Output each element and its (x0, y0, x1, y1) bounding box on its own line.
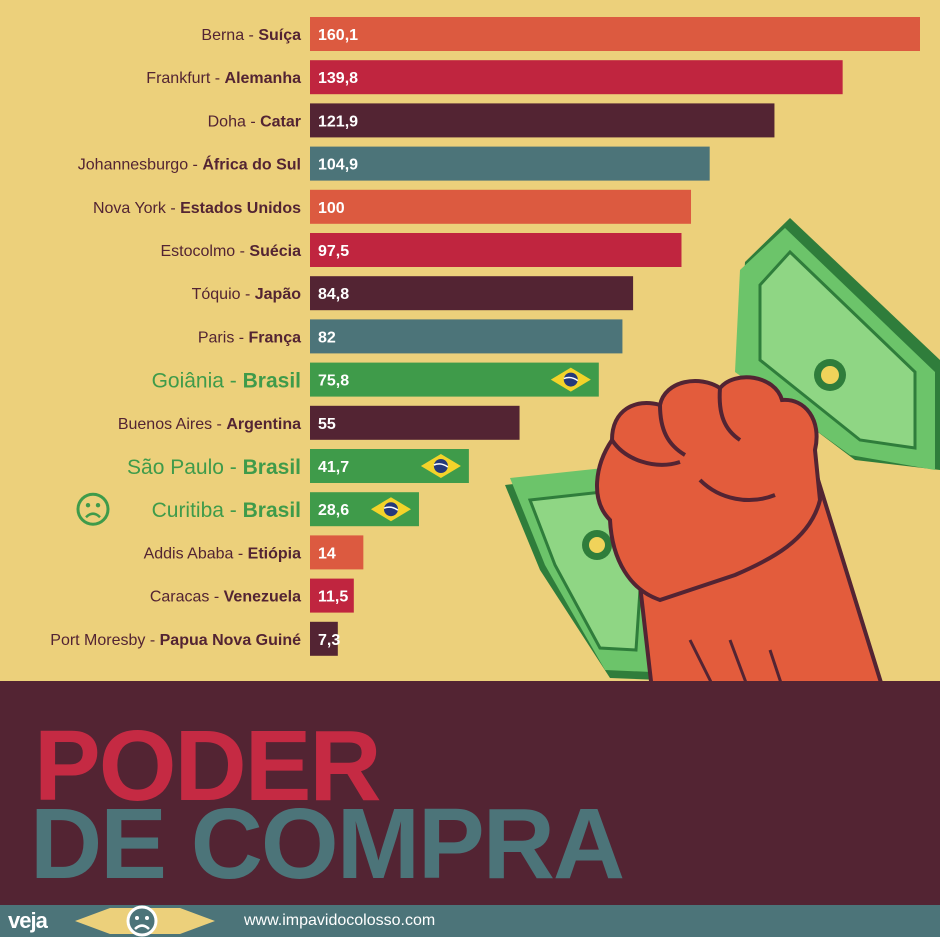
bar-value-label: 139,8 (318, 70, 358, 87)
brazil-flag-icon (550, 367, 591, 392)
brazil-flag-icon (420, 454, 461, 478)
category-country: África do Sul (202, 155, 301, 174)
category-country: Suécia (249, 243, 301, 260)
category-country: França (249, 329, 302, 346)
bar-value-label: 82 (318, 329, 336, 346)
bar (310, 578, 354, 613)
category-country: Venezuela (224, 589, 301, 606)
category-country: Argentina (226, 416, 301, 433)
category-city: Doha - (208, 113, 260, 130)
category-label: Doha - Catar (208, 113, 301, 130)
category-city: Port Moresby - (50, 632, 159, 649)
category-city: Caracas - (150, 589, 224, 606)
bar-value-label: 7,3 (318, 632, 340, 649)
bar (310, 621, 338, 656)
bar-value-label: 100 (318, 200, 345, 217)
category-city: Addis Ababa - (144, 545, 248, 562)
category-label: Paris - França (198, 329, 301, 346)
bar-value-label: 55 (318, 416, 336, 433)
bar-value-label: 97,5 (318, 243, 349, 260)
brazil-flag-icon (370, 497, 411, 522)
category-city: Nova York - (93, 200, 180, 217)
title-band (0, 681, 940, 905)
category-country: Alemanha (225, 70, 302, 87)
category-city: Curitiba - (152, 499, 243, 522)
category-label: Addis Ababa - Etiópia (144, 545, 302, 562)
category-label: Port Moresby - Papua Nova Guiné (50, 632, 301, 649)
bar-value-label: 84,8 (318, 286, 349, 303)
bar (310, 60, 843, 95)
category-label: Johannesburgo - África do Sul (78, 155, 301, 174)
sad-face-icon (76, 492, 110, 526)
bar (310, 146, 710, 181)
category-label: Frankfurt - Alemanha (146, 70, 301, 87)
bar (310, 535, 364, 570)
title-line1: PODER (34, 710, 382, 822)
bar-value-label: 28,6 (318, 502, 349, 519)
bar-value-label: 14 (318, 545, 336, 562)
category-label: Curitiba - Brasil (152, 499, 301, 522)
category-country: Japão (255, 286, 301, 303)
category-city: Paris - (198, 329, 249, 346)
bar-value-label: 41,7 (318, 459, 349, 476)
category-city: Goiânia - (152, 370, 243, 393)
category-city: Frankfurt - (146, 70, 224, 87)
category-label: Goiânia - Brasil (152, 370, 301, 393)
bar (310, 362, 599, 397)
footer-site-link[interactable]: www.impavidocolosso.com (244, 912, 436, 929)
category-country: Etiópia (248, 545, 301, 562)
bar (310, 103, 775, 138)
category-country: Brasil (243, 370, 301, 393)
category-country: Papua Nova Guiné (160, 632, 301, 649)
category-label: Nova York - Estados Unidos (93, 200, 301, 217)
bars-group: 160,1 Berna - Suíça 139,8 Frankfurt - Alema… (50, 17, 920, 656)
category-label: Tóquio - Japão (192, 286, 302, 303)
category-label: Buenos Aires - Argentina (118, 416, 301, 433)
category-country: Brasil (243, 456, 301, 479)
bar (310, 233, 682, 267)
title-line2: DE COMPRA (30, 788, 625, 900)
bar (310, 405, 520, 440)
bar-value-label: 160,1 (318, 27, 358, 44)
category-country: Estados Unidos (180, 200, 301, 217)
bar (310, 189, 692, 224)
category-label: Berna - Suíça (201, 27, 301, 44)
bar (310, 319, 623, 354)
category-country: Brasil (243, 499, 301, 522)
brand-logo: veja (8, 908, 48, 933)
category-city: Berna - (201, 27, 258, 44)
bar-value-label: 75,8 (318, 373, 349, 390)
category-city: São Paulo - (127, 456, 243, 479)
category-city: Johannesburgo - (78, 157, 203, 174)
category-city: Estocolmo - (160, 243, 249, 260)
category-city: Tóquio - (192, 286, 255, 303)
category-country: Catar (260, 113, 301, 130)
sad-face-icon (126, 905, 158, 937)
category-city: Buenos Aires - (118, 416, 227, 433)
category-label: Estocolmo - Suécia (160, 243, 301, 260)
bar-value-label: 121,9 (318, 113, 358, 130)
bar (310, 276, 634, 311)
bar-value-label: 11,5 (318, 589, 348, 606)
bar (310, 17, 920, 51)
category-country: Suíça (258, 27, 301, 44)
bar-value-label: 104,9 (318, 157, 358, 174)
category-label: Caracas - Venezuela (150, 589, 301, 606)
category-label: São Paulo - Brasil (127, 456, 301, 479)
